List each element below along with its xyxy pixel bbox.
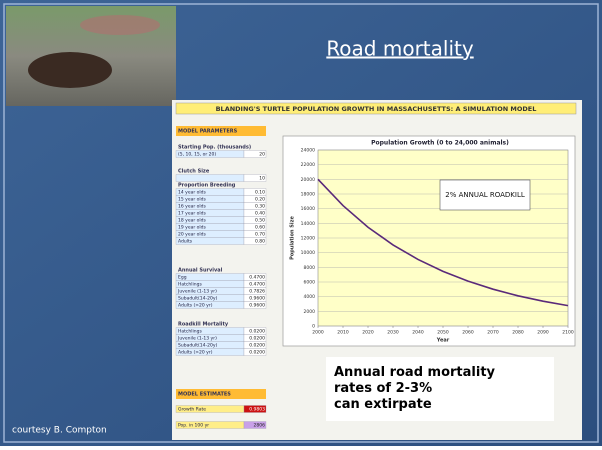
row-value: 0.30 [255,204,265,210]
row-value: 0.80 [255,239,265,245]
row-value: 0.20 [255,197,265,203]
x-tick-label: 2070 [487,330,499,336]
row-value-bg [243,421,267,429]
row-value: 0.0200 [249,350,265,356]
row-value-bg [243,174,267,182]
row-value-bg [243,348,267,356]
x-tick-label: 2090 [537,330,549,336]
y-tick-label: 14000 [301,221,315,227]
section-title: Starting Pop. (thousands) [178,145,251,151]
photo-turtle [28,52,112,88]
y-tick-label: 8000 [304,265,316,271]
spreadsheet-header-bg [175,102,577,115]
section-bg [176,126,266,136]
x-tick-label: 2060 [462,330,474,336]
row-label: Subadult(14-20y) [178,296,218,302]
row-value: 0.9600 [249,303,265,309]
row-value: 10 [259,176,265,182]
row-label: Juvenile (1-13 yr) [177,289,217,295]
row-label: (5, 10, 15, or 20) [178,152,216,158]
chart-title: Population Growth (0 to 24,000 animals) [371,140,509,147]
row-value-bg [243,301,267,309]
parameters: MODEL PARAMETERS Starting Pop. (thousands… [175,126,267,429]
photo-car [80,15,160,35]
row-value: 0.4700 [249,275,265,281]
section-title: Clutch Size [178,169,210,175]
y-tick-label: 4000 [304,294,316,300]
row-value: 2806 [254,423,266,429]
y-tick-label: 20000 [301,177,315,183]
row-value: 0.7826 [249,289,265,295]
annotation: 2% ANNUAL ROADKILL [445,191,525,199]
row-label: 19 year olds [178,225,206,231]
row-value: 0.4700 [249,282,265,288]
x-tick-label: 2040 [412,330,424,336]
section-title: Roadkill Mortality [178,322,229,328]
row-value: 0.50 [255,218,265,224]
row-label: 17 year olds [178,211,206,217]
x-tick-label: 2000 [312,330,324,336]
y-tick-label: 2000 [304,309,316,315]
row-value: 0.0200 [249,329,265,335]
row-value: 0.0200 [249,343,265,349]
row-label: Adults (>20 yr) [178,350,213,356]
row-label: 20 year olds [178,232,206,238]
row-value-bg [243,237,267,245]
row-label: Growth Rate [178,407,206,413]
row-label: 18 year olds [178,218,206,224]
y-axis-label: Population Size [290,216,296,260]
callout: Annual road mortality rates of 2-3% can ex… [334,365,496,412]
x-axis-label: Year [436,338,450,344]
x-tick-label: 2050 [437,330,449,336]
section-bg [176,389,266,399]
x-tick-label: 2010 [337,330,349,336]
row-label: Adults [178,239,193,245]
section-title: Proportion Breeding [178,183,236,189]
row-label: Adults (>20 yr) [178,303,213,309]
row-label-bg [175,174,245,182]
row-value: 0.70 [255,232,265,238]
row-value-bg [243,405,267,413]
row-label: Juvenile (1-13 yr) [177,336,217,342]
slide-title: Road mortality [326,37,474,61]
y-tick-label: 18000 [301,192,315,198]
row-label: Hatchlings [178,329,202,335]
row-label: Subadult(14-20y) [178,343,218,349]
annotation-box [439,179,531,211]
y-tick-label: 10000 [301,250,315,256]
y-tick-label: 24000 [301,148,315,154]
row-value: 0.9600 [249,296,265,302]
y-tick-label: 22000 [301,162,315,168]
y-tick-label: 6000 [304,280,316,286]
row-value: 20 [259,152,265,158]
frame [3,3,599,443]
row-label: Hatchlings [178,282,202,288]
section-title: MODEL ESTIMATES [178,392,231,398]
section-title: MODEL PARAMETERS [178,129,238,135]
row-value-bg [243,150,267,158]
y-tick-label: 12000 [301,236,315,242]
series-line [317,178,569,307]
credit: courtesy B. Compton [12,426,107,436]
row-label: Egg [178,275,187,281]
spreadsheet-header: BLANDING'S TURTLE POPULATION GROWTH IN M… [216,105,537,113]
row-value: 0.0200 [249,336,265,342]
section-title: Annual Survival [178,268,223,274]
x-tick-label: 2030 [387,330,399,336]
y-tick-label: 16000 [301,206,315,212]
row-label: Pop. in 100 yr [178,423,209,429]
row-label: 15 year olds [178,197,206,203]
x-tick-label: 2020 [362,330,374,336]
row-value: 0.40 [255,211,265,217]
y-tick-label: 0 [312,324,315,330]
callout-box [326,357,554,421]
row-value: 0.60 [255,225,265,231]
row-value: 0.9803 [249,407,265,413]
row-label: 14 year olds [178,190,206,196]
row-label: 16 year olds [178,204,206,210]
x-tick-label: 2100 [562,330,574,336]
row-value: 0.10 [255,190,265,196]
x-tick-label: 2080 [512,330,524,336]
